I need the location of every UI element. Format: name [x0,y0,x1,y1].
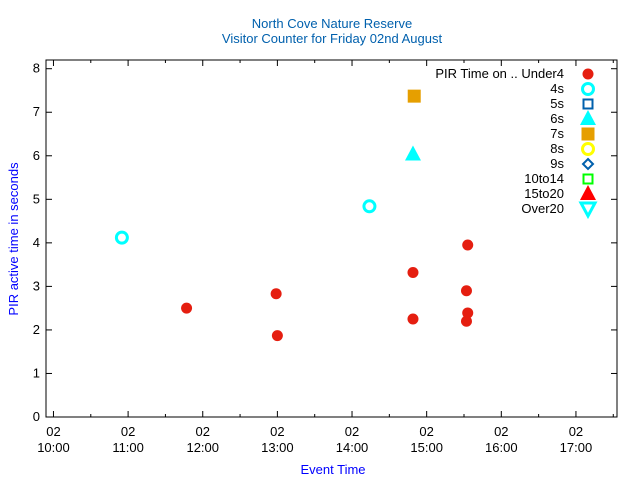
legend-marker-Under4 [582,68,594,80]
chart-subtitle: Visitor Counter for Friday 02nd August [222,31,443,46]
legend-marker-5s [582,98,594,110]
x-tick-label-time: 14:00 [336,440,369,455]
x-tick-label-time: 12:00 [186,440,219,455]
data-point-4s [114,230,129,245]
legend-marker-8s [581,142,595,156]
y-tick-label: 7 [33,104,40,119]
data-point-Under4 [407,266,419,278]
x-tick-label-day: 02 [494,424,508,439]
x-tick-label-day: 02 [569,424,583,439]
legend-label: 7s [550,126,564,141]
x-tick-label-day: 02 [345,424,359,439]
legend-marker-10to14 [582,173,594,185]
x-tick-label-day: 02 [419,424,433,439]
x-tick-label-day: 02 [196,424,210,439]
y-tick-label: 4 [33,235,40,250]
x-tick-label-time: 17:00 [560,440,593,455]
legend: PIR Time on .. Under44s5s6s7s8s9s10to141… [435,66,598,220]
x-tick-label-time: 11:00 [112,440,144,455]
legend-label: 15to20 [524,186,564,201]
data-point-4s [362,199,377,214]
data-point-7s [407,89,421,103]
y-tick-label: 0 [33,409,40,424]
x-tick-label-day: 02 [270,424,284,439]
data-point-Under4 [460,285,472,297]
legend-label: 6s [550,111,564,126]
x-tick-label-time: 16:00 [485,440,518,455]
y-tick-label: 1 [33,365,40,380]
x-tick-label-time: 15:00 [410,440,443,455]
data-point-Under4 [462,239,474,251]
y-tick-label: 6 [33,148,40,163]
y-tick-label: 3 [33,278,40,293]
legend-label: 10to14 [524,171,564,186]
legend-marker-6s [580,110,596,125]
legend-label: 8s [550,141,564,156]
data-point-Under4 [270,288,282,300]
data-point-Under4 [407,313,419,325]
x-tick-label-day: 02 [46,424,60,439]
plot-frame [45,59,618,418]
x-tick-label-time: 10:00 [37,440,70,455]
legend-label: Over20 [521,201,564,216]
y-tick-label: 8 [33,61,40,76]
legend-marker-9s [581,157,595,171]
data-point-Under4 [462,307,474,319]
legend-marker-7s [581,127,595,141]
x-tick-label-day: 02 [121,424,135,439]
chart-title: North Cove Nature Reserve [252,16,412,31]
legend-label: 4s [550,81,564,96]
x-axis-label: Event Time [300,462,365,477]
data-point-6s [404,145,421,161]
y-tick-label: 2 [33,322,40,337]
data-point-Under4 [181,302,193,314]
y-tick-label: 5 [33,191,40,206]
legend-marker-Over20 [578,201,598,220]
data-point-Under4 [271,330,283,342]
legend-label: 5s [550,96,564,111]
legend-label: 9s [550,156,564,171]
y-axis-label: PIR active time in seconds [6,162,21,316]
legend-marker-15to20 [580,185,596,200]
x-tick-label-time: 13:00 [261,440,294,455]
legend-label: PIR Time on .. Under4 [435,66,564,81]
legend-marker-4s [581,82,595,96]
data-point-Under4 [460,315,472,327]
